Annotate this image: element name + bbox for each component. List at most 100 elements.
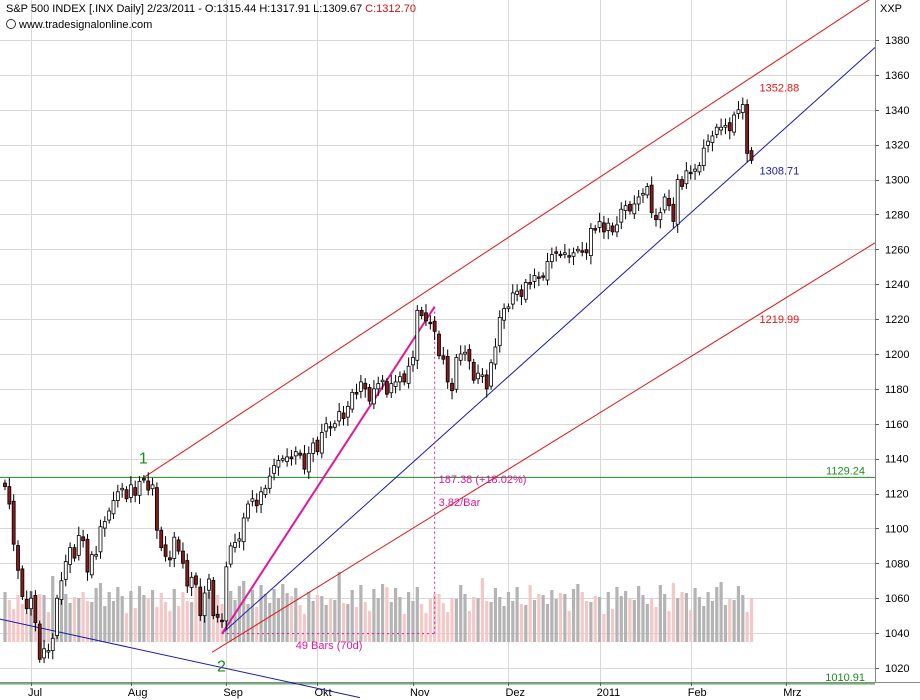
volume-bar (407, 592, 411, 642)
volume-bar (389, 602, 393, 642)
volume-bar (537, 594, 541, 642)
candle (654, 208, 658, 227)
volume-bar (237, 586, 241, 642)
volume-bar (441, 603, 445, 642)
candle (211, 576, 216, 620)
volume-bar (276, 598, 281, 642)
candle (198, 578, 203, 621)
volume-bar (602, 614, 606, 642)
candle (649, 176, 654, 218)
candle-body (571, 252, 576, 257)
volume-bar (246, 604, 250, 642)
candle (745, 99, 750, 163)
candle-body (502, 308, 507, 321)
candle-body (389, 383, 394, 394)
candle (515, 284, 520, 302)
candle-body (345, 405, 350, 418)
volume-bar (489, 602, 493, 642)
candle (128, 476, 133, 503)
candle-body (602, 222, 606, 233)
x-tick-label: Okt (314, 687, 331, 699)
volume-bar (150, 590, 155, 642)
candle-body (523, 282, 528, 300)
volume-bar (20, 604, 24, 642)
volume-bar (163, 602, 168, 642)
candle-body (419, 309, 424, 317)
volume-bar (567, 611, 571, 642)
candle (24, 590, 29, 614)
candle-body (202, 592, 207, 617)
candle (519, 284, 524, 306)
y-tick-label: 1080 (885, 558, 909, 570)
candle (641, 188, 645, 203)
candle-body (198, 586, 203, 617)
candle (207, 573, 211, 599)
volume-bar (129, 591, 133, 642)
candle-body (458, 353, 463, 361)
candle (454, 354, 459, 393)
candle (176, 536, 181, 555)
measure-change: 187.38 (+18.02%) (439, 474, 527, 486)
candles (3, 97, 754, 664)
volume-bar (676, 598, 680, 642)
volume-bar (645, 604, 649, 642)
candle (163, 536, 168, 562)
candle (298, 449, 303, 459)
candle (141, 475, 146, 484)
candle-body (246, 503, 250, 519)
candle (684, 162, 689, 189)
candle (597, 212, 602, 233)
volume-bar (207, 592, 211, 642)
candle (50, 633, 55, 660)
candle-body (632, 203, 637, 215)
candle-body (610, 225, 615, 233)
candle-body (181, 550, 185, 564)
title-text: S&P 500 INDEX [.INX Daily] 2/23/2011 - O… (6, 3, 363, 15)
candle (159, 526, 164, 552)
candle-body (94, 554, 99, 557)
candle (194, 572, 198, 588)
candle (506, 303, 511, 313)
volume-bar (463, 594, 467, 642)
candle (120, 483, 125, 498)
volume-bar (454, 599, 458, 642)
volume-bar (51, 576, 55, 642)
candle (441, 347, 446, 365)
candle (20, 565, 25, 600)
candle (85, 534, 90, 581)
candle-body (55, 597, 59, 636)
source-text[interactable]: www.tradesignalonline.com (19, 19, 153, 31)
candle-body (719, 126, 723, 131)
volume-bar (46, 612, 50, 642)
volume-bar (606, 592, 610, 642)
candle-body (68, 547, 72, 565)
volume-bar (177, 606, 181, 642)
y-tick-label: 1140 (885, 454, 909, 466)
candle-body (619, 208, 624, 223)
volume-bar (363, 602, 367, 642)
y-tick-label: 1260 (885, 244, 909, 256)
candle-body (671, 203, 676, 222)
candle-body (688, 171, 693, 175)
candle-body (237, 538, 242, 542)
candle-body (723, 125, 728, 128)
candle-body (697, 165, 702, 173)
volume-bar (242, 581, 246, 642)
volume-bar (98, 583, 103, 642)
candle-body (33, 595, 38, 624)
volume-bar (25, 613, 29, 642)
volume-bar (346, 604, 350, 642)
x-tick-label: Dez (505, 687, 525, 699)
volume-bar (190, 602, 194, 642)
candle (146, 472, 151, 496)
candle (602, 215, 606, 239)
volume-bar (663, 594, 667, 642)
candle-body (745, 104, 750, 154)
x-tick-label: Sep (223, 687, 243, 699)
volume-bar (411, 601, 415, 642)
candle (358, 374, 363, 399)
candle (723, 118, 728, 135)
candle (68, 542, 72, 574)
volume-bar (211, 609, 215, 642)
